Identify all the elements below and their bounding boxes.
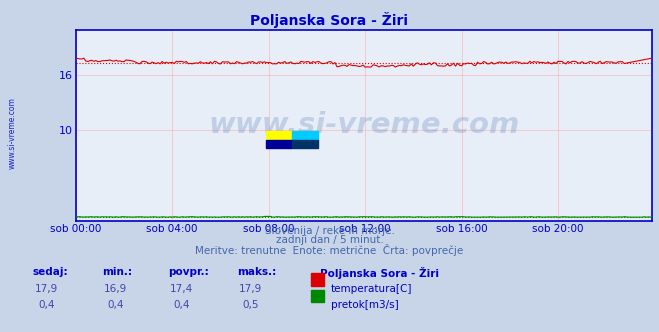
Text: 16,9: 16,9 [103,284,127,294]
Text: pretok[m3/s]: pretok[m3/s] [331,300,399,310]
Text: maks.:: maks.: [237,267,277,277]
Text: 0,4: 0,4 [173,300,190,310]
Text: povpr.:: povpr.: [168,267,209,277]
Text: 0,5: 0,5 [242,300,259,310]
Text: 0,4: 0,4 [38,300,55,310]
Text: Poljanska Sora - Žiri: Poljanska Sora - Žiri [320,267,439,279]
Bar [266,131,292,140]
Text: sedaj:: sedaj: [33,267,69,277]
Text: 17,9: 17,9 [239,284,262,294]
Bar [266,140,292,148]
Bar [292,131,318,140]
Text: 17,9: 17,9 [34,284,58,294]
Text: 0,4: 0,4 [107,300,124,310]
Text: Meritve: trenutne  Enote: metrične  Črta: povprečje: Meritve: trenutne Enote: metrične Črta: … [195,244,464,256]
Text: min.:: min.: [102,267,132,277]
Text: temperatura[C]: temperatura[C] [331,284,413,294]
Bar [292,140,318,148]
Text: www.si-vreme.com: www.si-vreme.com [208,111,520,139]
Text: www.si-vreme.com: www.si-vreme.com [7,97,16,169]
Text: 17,4: 17,4 [169,284,193,294]
Text: Poljanska Sora - Žiri: Poljanska Sora - Žiri [250,12,409,28]
Text: zadnji dan / 5 minut.: zadnji dan / 5 minut. [275,235,384,245]
Text: Slovenija / reke in morje.: Slovenija / reke in morje. [264,226,395,236]
